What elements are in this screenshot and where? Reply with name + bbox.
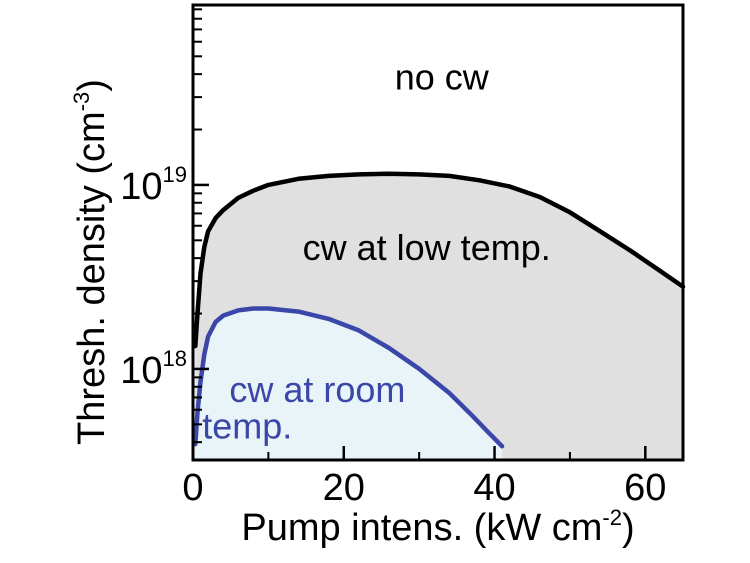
y-axis-title: Thresh. density (cm-3) <box>69 79 113 445</box>
x-axis-title-close: ) <box>622 507 635 549</box>
x-axis-title: Pump intens. (kW cm-2) <box>241 505 634 549</box>
x-tick-label: 0 <box>182 467 203 509</box>
y-tick-label-base: 10 <box>120 166 162 208</box>
boundary-curves <box>193 171 686 449</box>
cw-low-temp-label: cw at low temp. <box>303 227 551 268</box>
plot-frame <box>191 3 685 462</box>
y-tick-label: 1019 <box>120 162 187 208</box>
boundary-curve-cw-at-room-temp <box>193 306 505 449</box>
cw-room-temp-label-line2: temp. <box>202 405 292 446</box>
x-tick-label: 40 <box>473 467 515 509</box>
x-axis-title-text: Pump intens. (kW cm <box>241 507 602 549</box>
region-fills <box>195 173 684 460</box>
y-axis-title-text: Thresh. density (cm <box>71 111 113 445</box>
region-fill-cw-at-room-temp <box>195 308 503 460</box>
y-axis-title-close: ) <box>71 79 113 92</box>
boundary-curve-cw-at-low-temp <box>193 171 686 349</box>
y-tick-label-exponent: 19 <box>163 162 187 187</box>
y-tick-label-base: 10 <box>120 350 162 392</box>
axis-ticks <box>191 8 647 460</box>
cw-room-temp-label-line1: cw at room <box>229 369 405 410</box>
y-tick-label-exponent: 18 <box>163 346 187 371</box>
no-cw-label: no cw <box>395 57 490 98</box>
y-axis-title-superscript: -3 <box>69 92 94 112</box>
x-tick-label: 20 <box>323 467 365 509</box>
x-tick-label: 60 <box>624 467 666 509</box>
x-axis-title-superscript: -2 <box>602 505 622 530</box>
y-tick-label: 1018 <box>120 346 187 392</box>
